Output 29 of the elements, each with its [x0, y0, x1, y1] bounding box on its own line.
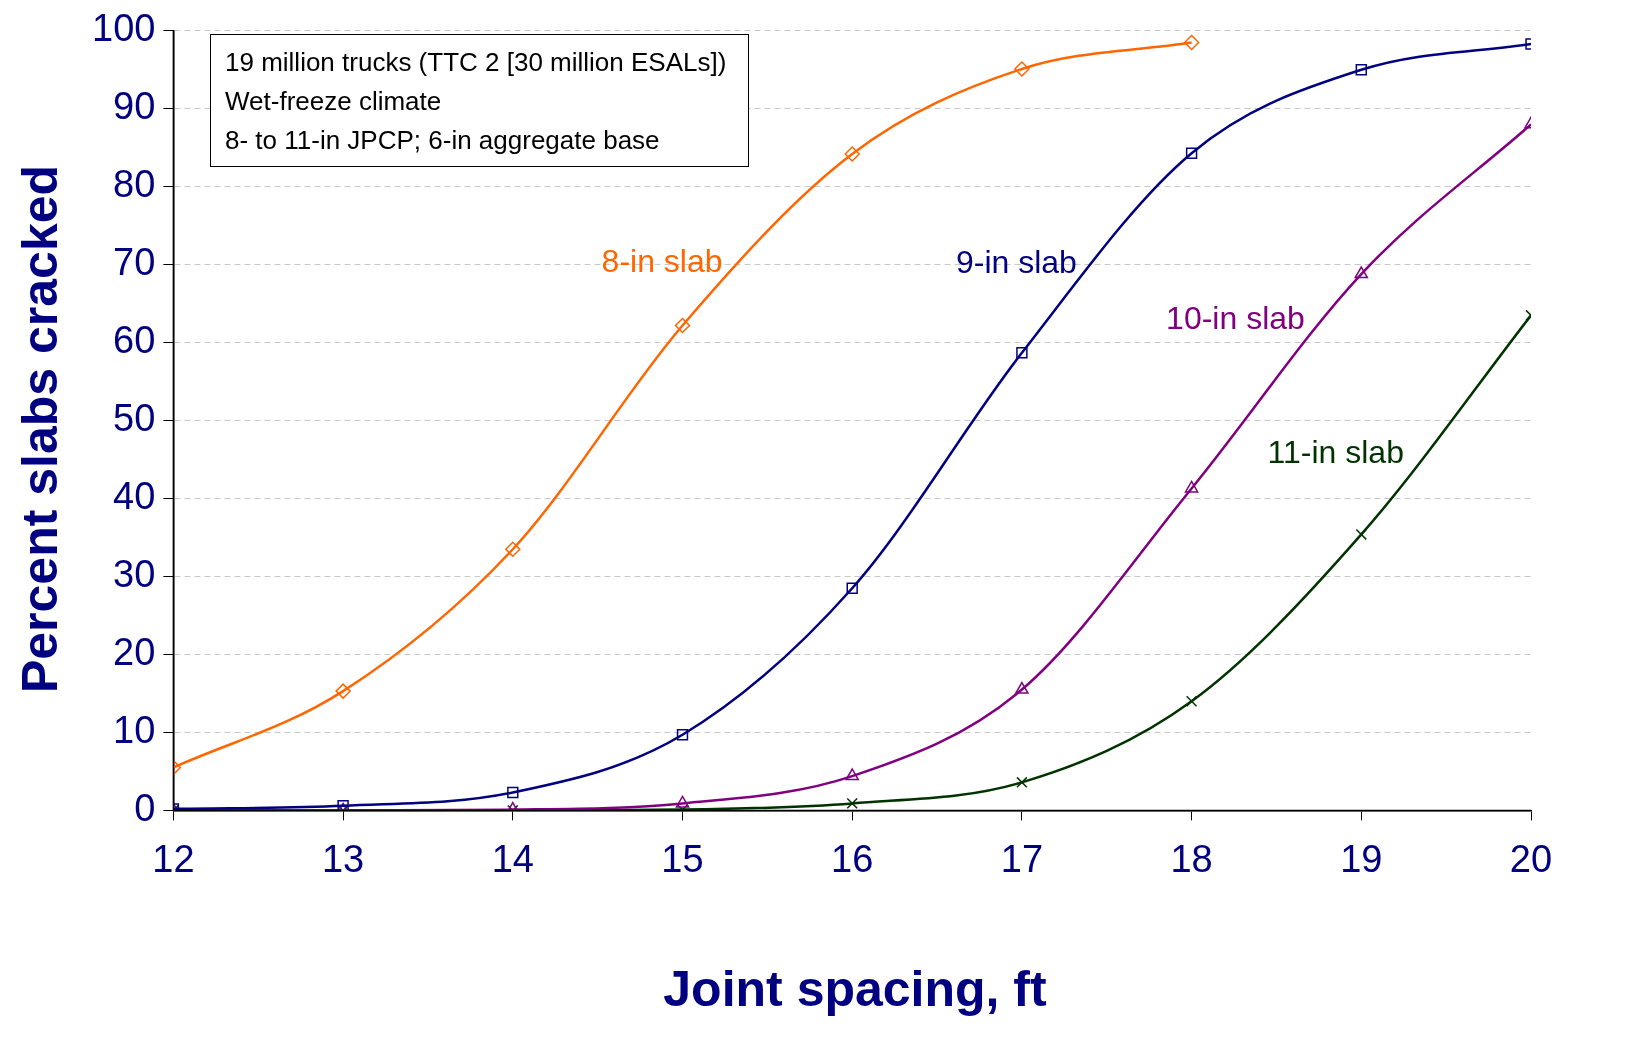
x-tick-label: 17 [1000, 837, 1044, 880]
y-tick-label: 30 [113, 553, 156, 595]
y-tick-label: 70 [113, 241, 156, 284]
y-tick-label: 80 [113, 163, 156, 206]
annotation: 19 million trucks (TTC 2 [30 million ESALs]) [225, 46, 727, 79]
x-tick-label: 13 [321, 837, 365, 880]
y-axis-title: Percent slabs cracked [11, 163, 69, 696]
y-tick-label: 20 [113, 630, 156, 673]
y-tick-label: 60 [113, 319, 156, 362]
series-label: 10-in slab [1166, 299, 1305, 336]
y-tick-label: 100 [92, 7, 156, 50]
annotation: 8- to 11-in JPCP; 6-in aggregate base [225, 124, 661, 157]
series-label: 8-in slab [601, 242, 723, 279]
y-tick-label: 50 [113, 397, 156, 440]
y-tick-label: 40 [113, 475, 156, 518]
series-label: 11-in slab [1267, 433, 1404, 470]
x-tick-label: 12 [152, 837, 195, 880]
x-tick-label: 14 [491, 837, 534, 880]
y-tick-label: 90 [113, 85, 156, 128]
x-tick-label: 20 [1509, 837, 1553, 880]
x-tick-label: 16 [831, 837, 874, 880]
x-tick-label: 15 [661, 837, 704, 880]
series-label: 9-in slab [955, 243, 1077, 280]
y-tick-label: 10 [113, 708, 156, 751]
x-tick-label: 19 [1340, 837, 1383, 880]
y-tick-label: 0 [134, 786, 156, 829]
x-axis-title: Joint spacing, ft [662, 960, 1048, 1018]
x-tick-label: 18 [1170, 837, 1213, 880]
annotation: Wet-freeze climate [225, 85, 443, 118]
